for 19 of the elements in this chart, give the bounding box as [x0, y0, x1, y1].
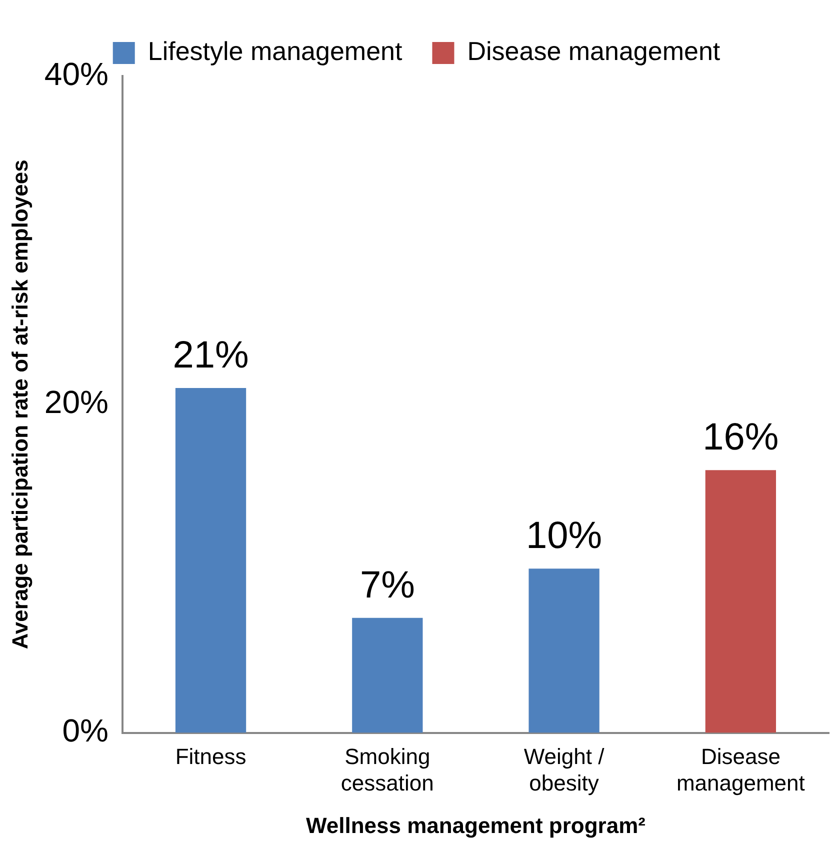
data-label: 10% [526, 515, 602, 558]
data-label: 16% [702, 416, 779, 459]
legend-label: Disease management [467, 36, 721, 66]
y-axis-title: Average participation rate of at-risk employees [7, 160, 32, 650]
bar [528, 568, 600, 733]
x-tick-label: Weight / obesity [524, 744, 606, 796]
data-label: 7% [360, 564, 415, 606]
y-tick-label: 0% [62, 712, 108, 749]
x-axis-title: Wellness management program² [306, 812, 646, 838]
x-tick-label: Disease management [676, 744, 805, 796]
bar [175, 388, 246, 733]
y-tick-label: 40% [44, 56, 108, 92]
x-tick-label: Fitness [175, 744, 246, 770]
bar [352, 618, 423, 733]
data-label: 21% [172, 334, 249, 376]
bar [705, 470, 776, 733]
y-tick-label: 20% [44, 384, 108, 420]
legend-label: Lifestyle management [148, 36, 403, 66]
x-tick-label: Smoking cessation [340, 744, 434, 796]
